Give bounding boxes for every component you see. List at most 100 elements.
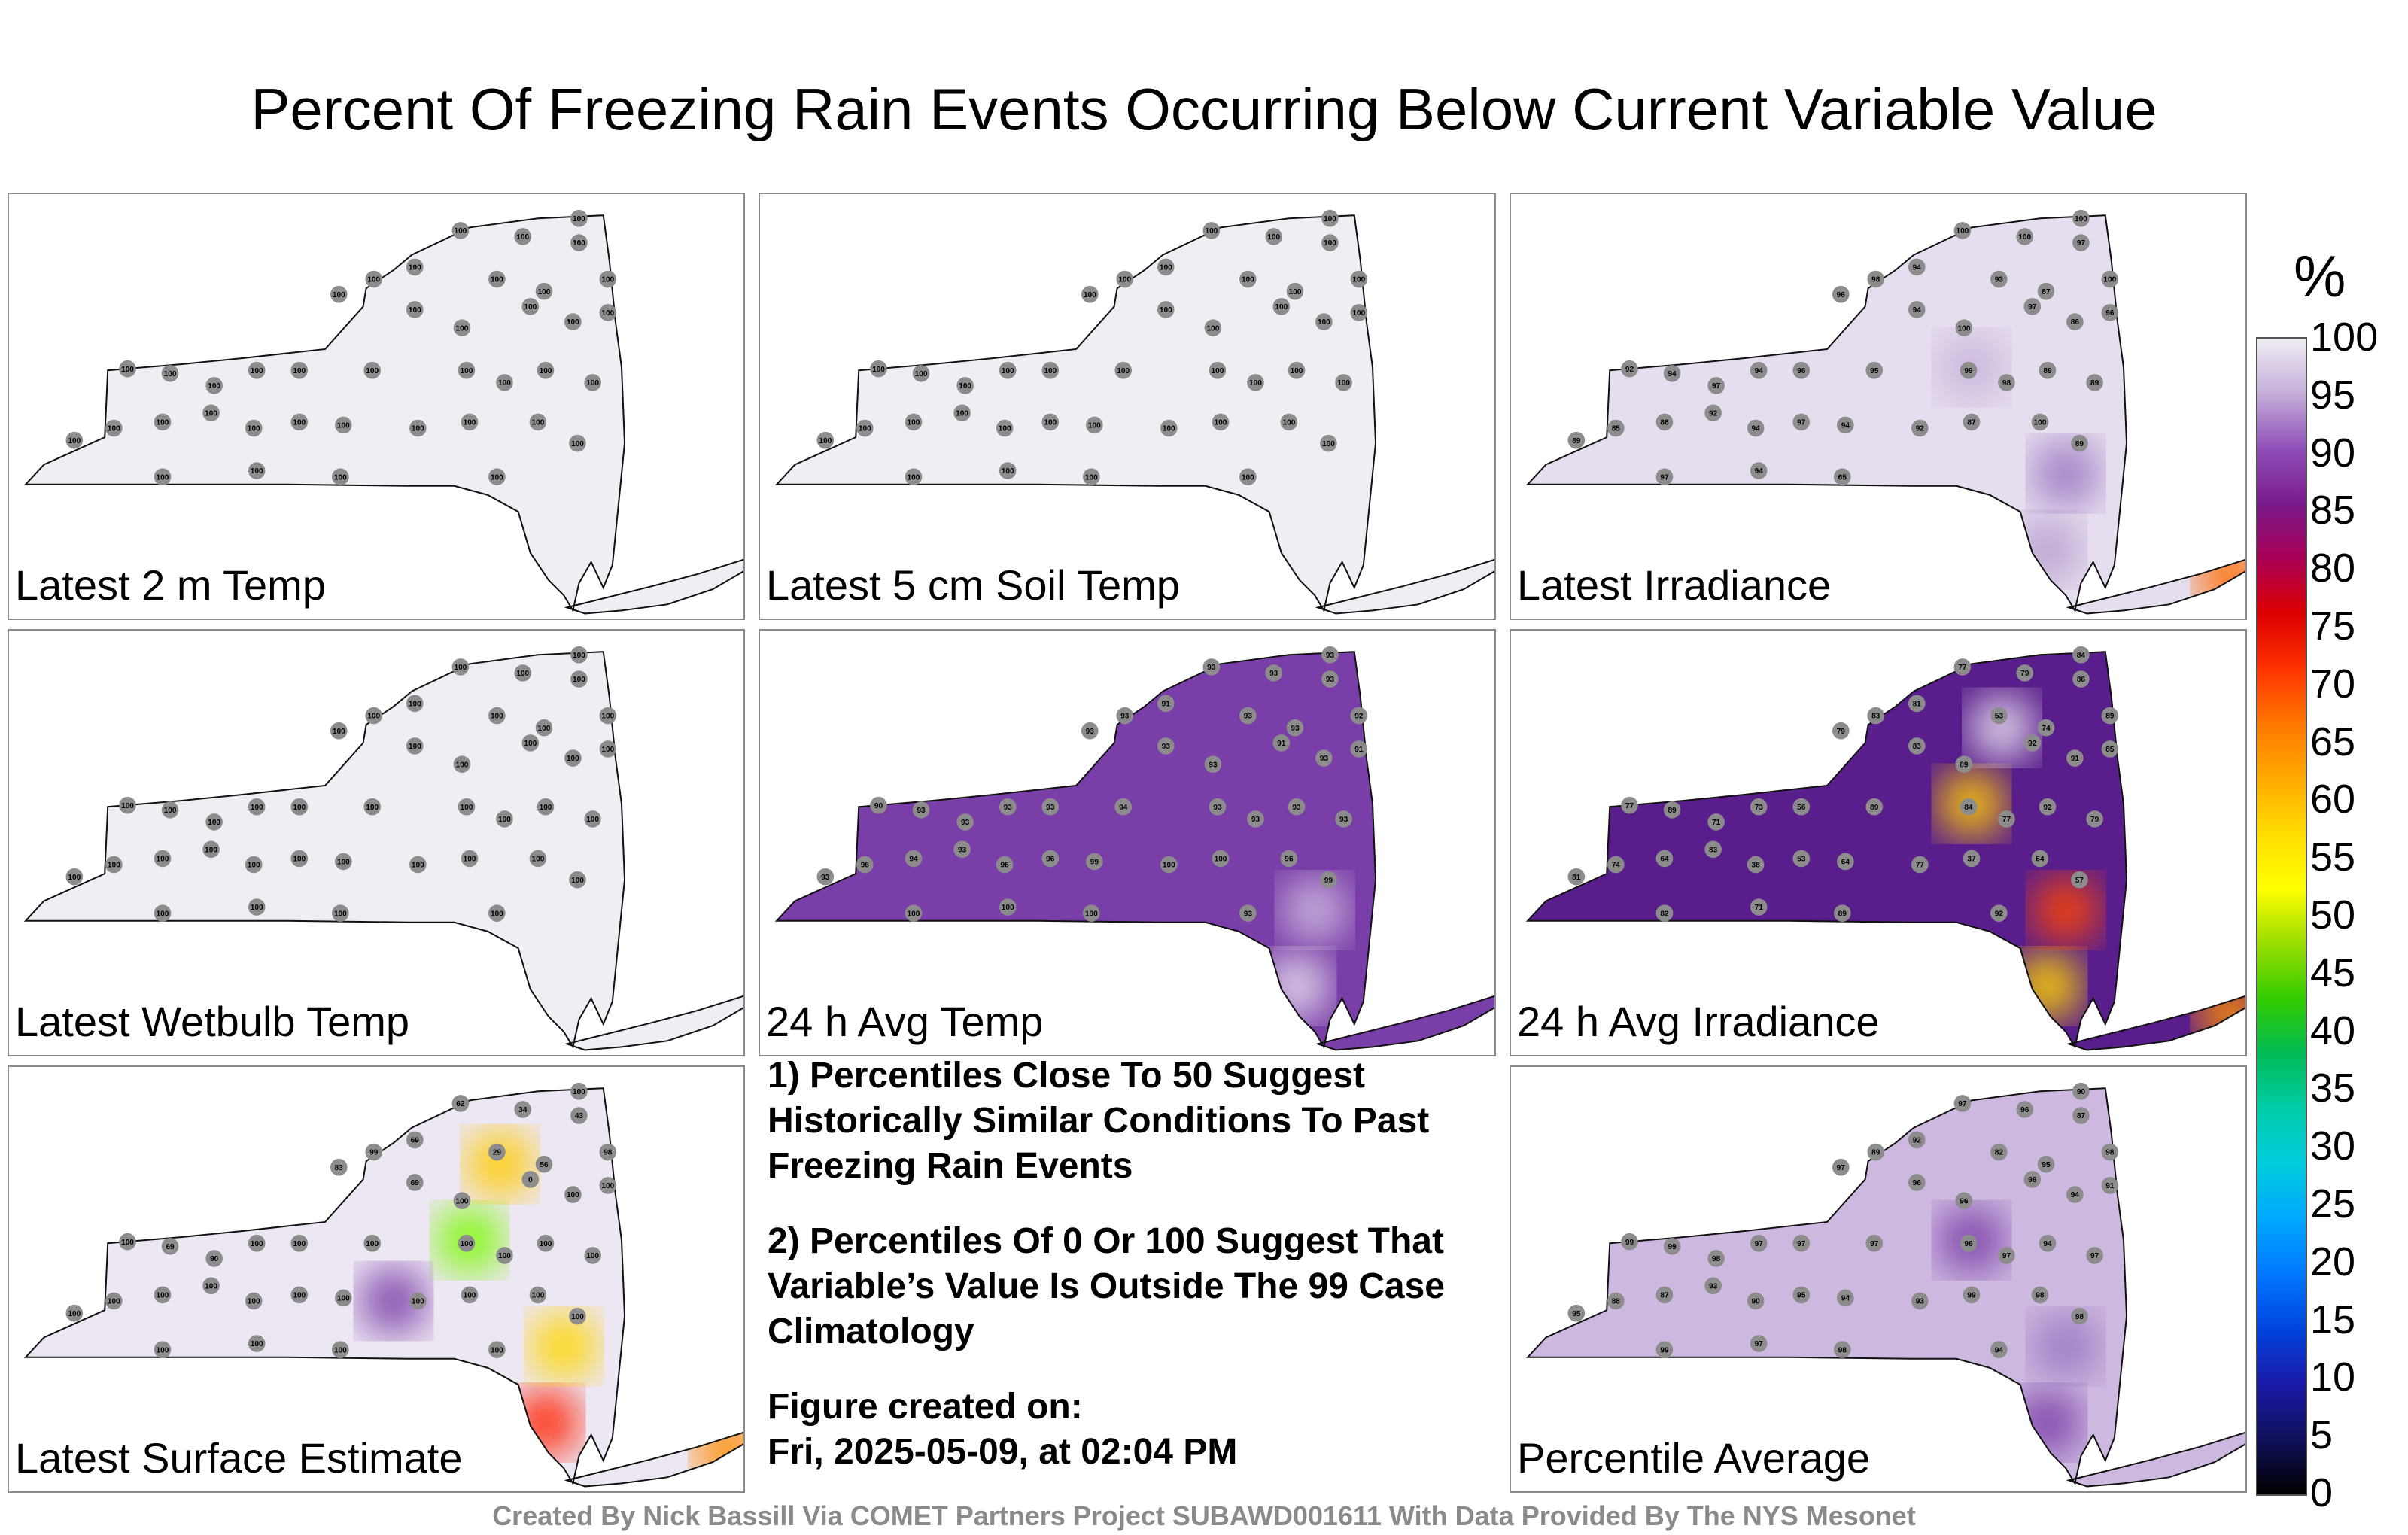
station-value: 100	[205, 1282, 217, 1290]
station-value: 73	[1755, 804, 1764, 812]
station-value: 100	[571, 1313, 584, 1321]
station-value: 100	[164, 370, 177, 378]
station-value: 92	[1354, 713, 1364, 721]
station-marker: 93	[1911, 1292, 1929, 1310]
panel-label: Latest Wetbulb Temp	[15, 998, 410, 1045]
station-dot	[330, 1158, 348, 1176]
station-value: 93	[1291, 725, 1300, 733]
station-dot	[1321, 234, 1339, 251]
station-marker: 100	[248, 798, 266, 816]
station-value: 100	[334, 910, 347, 918]
state-map: 97 96 90 87 89 92 82 95 98 97 96 96 96 94 91 99 99 98 97 97…	[1525, 1082, 2245, 1488]
station-dot	[1041, 798, 1060, 816]
station-value: 100	[908, 473, 920, 482]
station-value: 100	[1206, 324, 1219, 333]
station-dot	[1160, 856, 1178, 874]
station-dot	[1567, 431, 1586, 449]
station-marker: 100	[154, 413, 172, 431]
station-dot	[2086, 810, 2103, 828]
station-marker: 100	[65, 868, 84, 886]
station-marker: 98	[1867, 270, 1885, 288]
state-outline	[23, 1087, 626, 1486]
colorbar-tick-label: 70	[2310, 661, 2356, 707]
station-value: 98	[2075, 1313, 2084, 1321]
station-value: 100	[412, 425, 424, 433]
station-marker: 100	[290, 413, 309, 431]
station-marker: 97	[2086, 1247, 2103, 1264]
station-dot	[2071, 871, 2088, 889]
station-marker: 83	[1704, 840, 1722, 859]
station-marker: 100	[584, 374, 601, 391]
station-value: 100	[121, 1239, 134, 1247]
station-dot	[1832, 1158, 1850, 1176]
station-value: 100	[491, 910, 503, 918]
station-dot	[856, 856, 874, 874]
station-value: 100	[586, 816, 599, 824]
station-marker: 100	[1081, 285, 1099, 303]
station-marker: 85	[1607, 419, 1625, 437]
station-marker: 93	[1990, 270, 2008, 288]
station-dot	[1867, 707, 1885, 725]
station-dot	[570, 646, 588, 664]
station-marker: 100	[599, 707, 617, 725]
station-value: 100	[1324, 215, 1336, 223]
station-marker: 100	[529, 1286, 547, 1304]
station-marker: 100	[363, 1234, 382, 1252]
station-value: 98	[1712, 1255, 1721, 1263]
station-dot	[1707, 813, 1725, 831]
station-dot	[870, 796, 887, 814]
station-marker: 100	[1321, 209, 1339, 227]
station-dot	[488, 1341, 506, 1358]
station-value: 96	[1797, 367, 1806, 375]
station-marker: 94	[1750, 462, 1768, 479]
station-value: 100	[1085, 473, 1098, 482]
station-dot	[2101, 270, 2119, 288]
station-marker: 96	[1908, 1174, 1926, 1191]
station-value: 100	[908, 910, 920, 918]
station-dot	[521, 1171, 540, 1188]
station-marker: 94	[1750, 361, 1768, 379]
station-dot	[1286, 719, 1304, 737]
station-marker: 100	[514, 664, 532, 682]
station-value: 93	[1209, 761, 1218, 769]
station-value: 100	[251, 367, 263, 375]
station-marker: 100	[599, 740, 617, 758]
station-dot	[2071, 1307, 2088, 1325]
station-value: 100	[1163, 425, 1175, 433]
station-dot	[409, 1292, 427, 1310]
station-marker: 100	[461, 413, 479, 431]
state-map: 93 93 93 93 93 91 93 93 92 93 93 93 91 93 91 90 93 93 93 93…	[774, 646, 1494, 1051]
value-hotspot	[2032, 877, 2099, 944]
station-dot	[1655, 850, 1674, 868]
state-outline	[2066, 558, 2245, 615]
station-dot	[453, 755, 471, 773]
station-marker: 94	[1663, 364, 1681, 382]
station-dot	[330, 722, 348, 740]
station-dot	[1621, 360, 1638, 378]
station-marker: 95	[2037, 1155, 2055, 1173]
figure-title: Percent Of Freezing Rain Events Occurrin…	[251, 76, 2157, 142]
station-marker: 95	[1567, 1304, 1586, 1322]
station-value: 94	[2071, 1191, 2080, 1199]
station-dot	[248, 361, 266, 379]
station-marker: 96	[1792, 361, 1811, 379]
station-dot	[1041, 413, 1060, 431]
station-dot	[1955, 755, 1973, 773]
station-marker: 93	[1081, 722, 1099, 740]
station-marker: 89	[2101, 707, 2119, 725]
station-dot	[65, 1304, 84, 1322]
station-marker: 90	[870, 796, 887, 814]
station-marker: 100	[1041, 361, 1060, 379]
station-value: 100	[293, 1292, 306, 1300]
value-hotspot	[360, 1267, 427, 1335]
station-dot	[1335, 810, 1352, 828]
station-marker: 34	[514, 1101, 532, 1118]
colorbar-tick-label: 65	[2310, 719, 2356, 764]
station-value: 96	[1837, 291, 1846, 299]
station-value: 94	[909, 856, 918, 864]
station-value: 100	[293, 1240, 306, 1248]
station-value: 94	[1841, 1295, 1850, 1303]
station-dot	[1960, 361, 1978, 379]
station-value: 69	[166, 1243, 175, 1251]
station-marker: 98	[2101, 1143, 2119, 1161]
